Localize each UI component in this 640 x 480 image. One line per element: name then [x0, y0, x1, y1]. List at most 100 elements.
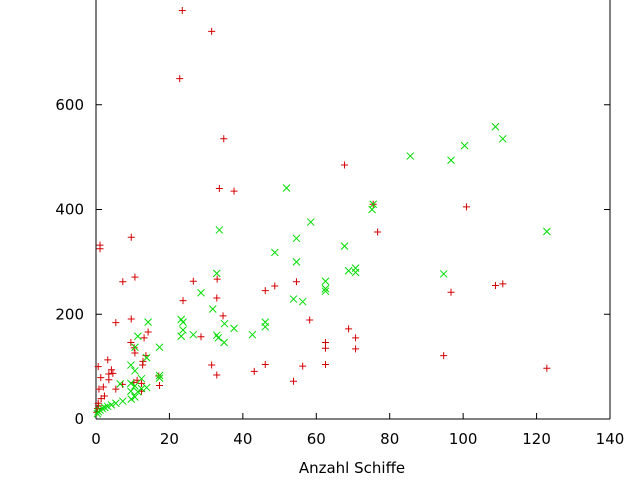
data-points [93, 6, 551, 418]
data-point-cross [127, 361, 135, 369]
y-tick-label: 0 [74, 410, 84, 428]
data-point-plus [213, 294, 221, 302]
data-point-plus [261, 361, 269, 369]
data-point-cross [230, 324, 238, 333]
data-point-plus [189, 277, 197, 285]
data-point-cross [220, 338, 228, 347]
data-point-cross [292, 258, 301, 266]
data-point-cross [460, 141, 469, 150]
data-point-cross [340, 242, 349, 251]
data-point-plus [107, 366, 115, 374]
data-point-plus [374, 228, 382, 236]
data-point-plus [127, 233, 135, 241]
data-point-plus [105, 376, 113, 384]
data-point-plus [131, 273, 139, 281]
data-point-plus [220, 135, 228, 143]
data-point-cross [220, 319, 229, 328]
data-point-cross [321, 284, 330, 293]
x-tick-label: 20 [160, 430, 179, 448]
data-point-cross [351, 264, 360, 273]
data-point-cross [100, 403, 109, 412]
tick-marks [95, 104, 611, 420]
data-point-cross [131, 366, 139, 375]
data-point-cross [94, 407, 103, 416]
data-point-cross [215, 226, 224, 234]
data-point-cross [116, 380, 125, 388]
data-point-plus [197, 333, 205, 341]
data-point-plus [321, 361, 329, 369]
data-point-plus [178, 6, 186, 14]
x-tick-label: 0 [91, 430, 101, 448]
data-point-plus [112, 319, 120, 327]
data-point-plus [321, 344, 329, 352]
data-point-plus [179, 297, 187, 305]
data-point-cross [261, 322, 270, 331]
data-point-plus [462, 203, 470, 211]
data-point-cross [491, 122, 500, 131]
data-point-plus [97, 395, 105, 403]
x-tick-label: 80 [380, 430, 399, 448]
x-tick-label: 100 [449, 430, 478, 448]
data-point-cross [131, 393, 139, 401]
data-point-cross [137, 374, 146, 383]
data-point-plus [250, 367, 258, 375]
data-point-plus [230, 187, 238, 195]
data-point-plus [99, 383, 107, 391]
data-point-cross [177, 332, 186, 341]
data-point-cross [212, 331, 221, 340]
data-point-cross [127, 395, 136, 403]
data-point-cross [306, 218, 315, 226]
data-point-cross [131, 382, 139, 390]
data-point-cross [270, 248, 279, 257]
data-point-cross [127, 387, 135, 396]
data-point-cross [298, 297, 307, 306]
data-point-cross [111, 399, 120, 408]
data-point-plus [271, 282, 279, 290]
data-point-cross [142, 383, 151, 392]
data-point-plus [208, 361, 216, 369]
data-point-cross [179, 318, 187, 326]
data-point-plus [156, 381, 164, 389]
data-point-plus [219, 312, 227, 320]
data-point-plus [292, 278, 300, 286]
data-point-plus [290, 377, 298, 385]
series-2 [93, 122, 551, 418]
data-point-cross [134, 387, 142, 396]
data-point-plus [208, 27, 216, 35]
data-point-cross [292, 234, 301, 243]
data-point-cross [131, 343, 139, 352]
data-point-plus [119, 278, 127, 286]
data-point-plus [499, 280, 507, 288]
data-point-plus [139, 361, 147, 369]
data-point-cross [212, 269, 221, 278]
data-point-cross [214, 333, 223, 342]
data-point-cross [197, 288, 205, 297]
data-point-plus [352, 334, 360, 342]
x-tick-label: 40 [233, 430, 252, 448]
tick-labels: 0 20 40 60 80 100 120 140 0 200 400 600 [55, 96, 624, 448]
data-point-plus [213, 275, 221, 283]
x-tick-label: 140 [596, 430, 625, 448]
data-point-cross [208, 305, 217, 313]
data-point-cross [351, 268, 360, 277]
data-point-plus [352, 345, 360, 353]
data-point-cross [155, 374, 164, 383]
data-point-cross [439, 270, 448, 278]
data-point-plus [261, 287, 269, 295]
data-point-cross [127, 379, 135, 388]
data-point-plus [215, 185, 223, 193]
data-point-plus [109, 369, 117, 377]
x-tick-label: 120 [522, 430, 551, 448]
data-point-plus [144, 328, 152, 336]
data-point-plus [95, 385, 103, 393]
data-point-plus [176, 75, 184, 83]
data-point-plus [447, 288, 455, 296]
data-point-plus [131, 349, 139, 357]
data-point-plus [127, 339, 135, 347]
plot-frame [95, 0, 611, 420]
data-point-plus [341, 161, 349, 169]
data-point-cross [321, 277, 330, 286]
data-point-cross [321, 287, 330, 296]
data-point-cross [498, 134, 507, 143]
